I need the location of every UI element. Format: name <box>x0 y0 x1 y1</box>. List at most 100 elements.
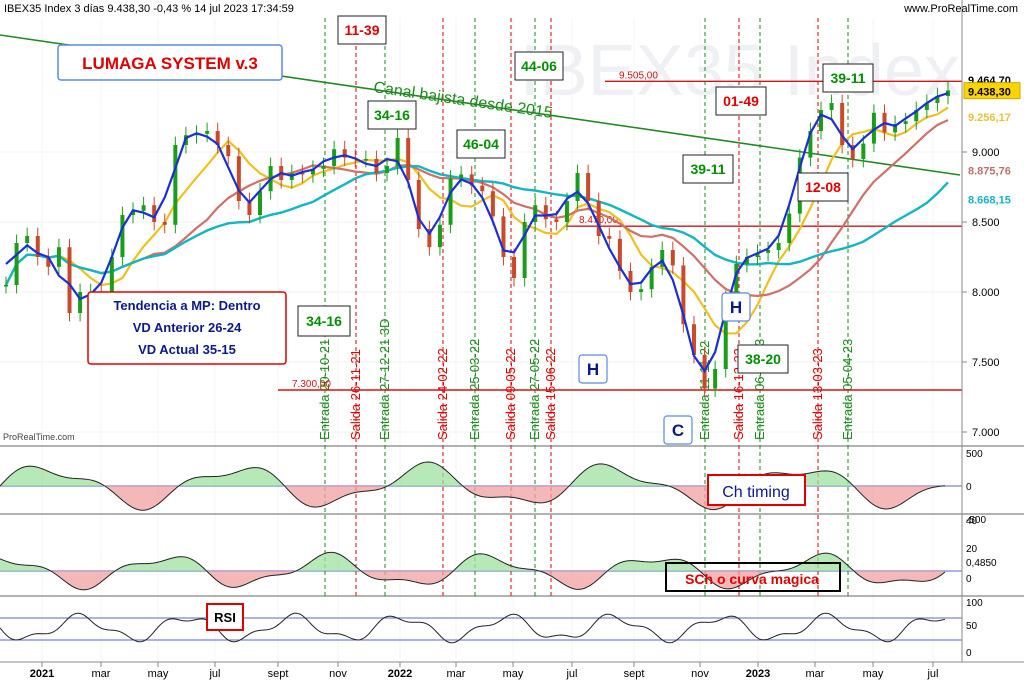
price-bar-body <box>310 168 315 175</box>
x-tick-label: mar <box>447 668 466 680</box>
price-bar-body <box>893 124 898 133</box>
price-bar-body <box>480 185 485 192</box>
price-bar-body <box>300 173 305 175</box>
price-badge <box>964 108 1020 125</box>
site-link[interactable]: www.ProRealTime.com <box>903 3 1018 15</box>
cycle-box-label: 01-49 <box>723 93 759 109</box>
y-tick-label: 9.000 <box>972 147 1000 159</box>
price-bar-body <box>395 138 400 166</box>
price-bar-body <box>924 103 929 110</box>
cycle-box-label: 34-16 <box>306 313 342 329</box>
indicator-tick-label: 0 <box>966 574 972 585</box>
price-bar-body <box>681 265 686 325</box>
price-bar-body <box>385 166 390 173</box>
cycle-box <box>297 305 351 337</box>
ma-slow <box>4 164 949 286</box>
price-bar-body <box>903 121 908 124</box>
cycle-boxes: 11-39 44-06 34-16 46-04 01-49 39-11 39-11 12-08… <box>297 15 874 374</box>
price-bar-body <box>871 112 876 144</box>
y-tick-label: 8.000 <box>972 287 1000 299</box>
price-bar-body <box>554 219 559 222</box>
rsi-label: RSI <box>214 610 236 625</box>
level-label: 9.505,00 <box>619 70 658 81</box>
rsi-line <box>0 612 946 644</box>
y-tick-label: 7.500 <box>972 357 1000 369</box>
price-bar-body <box>437 224 442 248</box>
price-bar-body <box>776 243 781 250</box>
price-bar-body <box>194 133 199 136</box>
indicator-tick-label: 0,4850 <box>966 558 997 569</box>
cycle-box <box>337 15 387 45</box>
price-bar-body <box>501 216 506 257</box>
sch-positive-area <box>0 552 945 571</box>
cycle-box-label: 38-20 <box>745 351 781 367</box>
trend-box <box>87 291 287 365</box>
rsi-box <box>206 603 244 631</box>
price-bar-body <box>131 210 136 215</box>
x-tick-label: may <box>503 668 524 680</box>
level-label: 7.300,00 <box>292 379 331 390</box>
price-badge-label: 9.438,30 <box>968 87 1011 99</box>
price-bar-body <box>120 215 125 257</box>
x-tick-label: jul <box>565 668 577 680</box>
price-bar-body <box>35 236 40 257</box>
hc-label: C <box>672 421 684 440</box>
indicator-tick-label: 20 <box>966 544 978 555</box>
price-bar-body <box>607 236 612 239</box>
price-badge <box>963 82 1021 100</box>
ch-timing-line <box>0 461 946 511</box>
x-tick-label: mar <box>92 668 111 680</box>
cycle-box <box>737 344 789 374</box>
cycle-box-label: 46-04 <box>463 136 499 152</box>
x-tick-label: sept <box>624 668 645 680</box>
signal-label: Salida 26-11-21 <box>348 349 363 440</box>
price-bar-body <box>459 174 464 179</box>
cycle-box-label: 12-08 <box>805 179 841 195</box>
price-badge-label: 8.668,15 <box>968 194 1011 206</box>
price-bar-body <box>850 145 855 159</box>
cycle-box <box>456 129 506 159</box>
cycle-box <box>367 100 417 130</box>
trend-line-3: VD Actual 35-15 <box>138 342 236 357</box>
hc-box <box>663 415 693 445</box>
ch-timing-label: Ch timing <box>722 484 790 501</box>
cycle-box-label: 34-16 <box>374 107 410 123</box>
price-badge-label: 9.256,17 <box>968 112 1011 124</box>
hc-label: H <box>587 360 599 379</box>
price-bar-body <box>522 222 527 278</box>
price-bar-body <box>342 149 347 158</box>
price-badge <box>964 190 1020 207</box>
price-bar-body <box>67 247 72 313</box>
price-bar-body <box>205 131 210 134</box>
price-bar-body <box>448 178 453 225</box>
x-tick-label: mar <box>806 668 825 680</box>
cycle-box-label: 39-11 <box>690 161 725 177</box>
price-bar-body <box>512 257 517 278</box>
x-tick-label: may <box>148 668 169 680</box>
price-bar-body <box>236 156 241 201</box>
price-smooth-line <box>5 92 949 373</box>
price-bar-body <box>258 191 263 215</box>
price-bar-body <box>162 222 167 225</box>
price-bar-body <box>766 250 771 253</box>
price-bar-body <box>617 238 622 271</box>
price-bar-body <box>78 292 83 313</box>
cycle-box-label: 44-06 <box>521 58 557 74</box>
price-badge <box>964 161 1020 178</box>
x-tick-label: nov <box>691 668 709 680</box>
price-bar-body <box>14 243 19 285</box>
price-bar-body <box>152 205 157 222</box>
price-bar-body <box>321 166 326 169</box>
price-bar-body <box>744 257 749 264</box>
vertical-signals: Entrada 20-10-21 Salida 26-11-21 Entrada 2… <box>317 18 855 596</box>
price-bar-body <box>226 145 231 157</box>
cycle-box-label: 11-39 <box>344 22 379 38</box>
price-bar-body <box>109 257 114 299</box>
signal-label: Entrada 27-12-21 3D <box>377 319 392 440</box>
price-bar-body <box>734 264 739 299</box>
y-axis-ticks: 9.000 8.500 8.000 7.500 7.000 <box>962 147 1000 439</box>
price-bar-body <box>818 110 823 131</box>
cycle-box <box>715 86 767 116</box>
